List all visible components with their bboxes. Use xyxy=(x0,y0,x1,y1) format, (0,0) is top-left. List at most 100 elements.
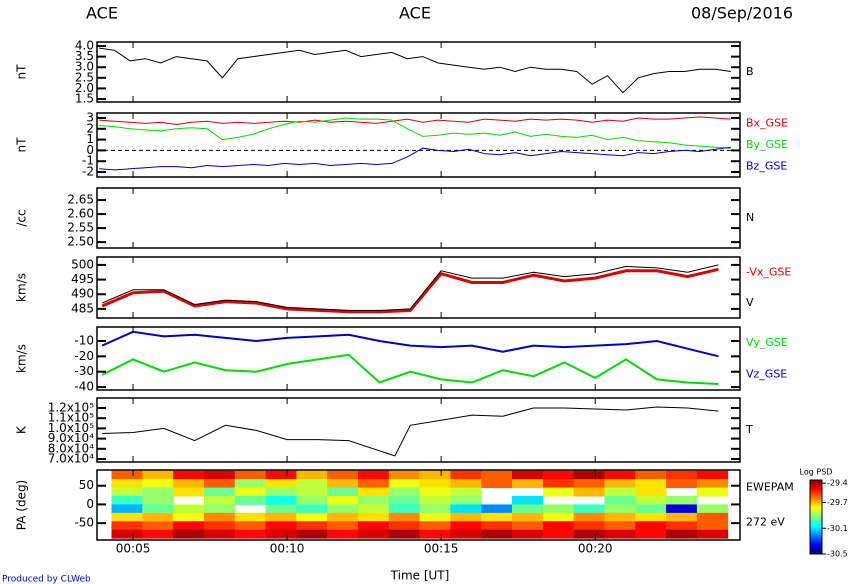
heatmap-cell xyxy=(111,521,143,531)
heatmap-cell xyxy=(450,529,482,539)
panel-frame xyxy=(96,187,741,249)
heatmap-cell xyxy=(296,504,328,514)
heatmap-cell xyxy=(635,529,667,539)
heatmap-cell xyxy=(696,479,729,489)
heatmap-cell xyxy=(666,512,698,522)
heatmap-cell xyxy=(512,504,544,514)
heatmap-cell xyxy=(203,529,236,539)
heatmap-cell xyxy=(388,470,421,480)
line xyxy=(102,406,719,457)
heatmap-cell xyxy=(203,512,236,522)
header-center: ACE xyxy=(399,4,431,23)
heatmap-cell xyxy=(142,487,174,497)
heatmap-cell xyxy=(573,487,605,497)
colorbar-tick-label: -29.7 xyxy=(827,498,848,507)
heatmap-cell xyxy=(173,529,205,539)
heatmap-cell xyxy=(111,487,143,497)
heatmap-cell xyxy=(388,479,421,489)
heatmap-cell xyxy=(512,470,544,480)
heatmap-cell xyxy=(573,529,605,539)
heatmap-cell xyxy=(173,479,205,489)
heatmap-cell xyxy=(173,512,205,522)
line xyxy=(99,146,731,171)
heatmap-cell xyxy=(419,479,451,489)
heatmap-cell xyxy=(203,487,236,497)
y-tick-label: 50 xyxy=(79,478,94,492)
heatmap-cell xyxy=(142,529,174,539)
heatmap-cell xyxy=(142,470,174,480)
x-tick-label: 00:05 xyxy=(116,542,151,556)
heatmap-cell xyxy=(419,487,451,497)
heatmap-cell xyxy=(142,504,174,514)
heatmap-cell xyxy=(142,521,174,531)
heatmap-cell xyxy=(696,521,729,531)
y-tick-label: 2.50 xyxy=(67,235,94,249)
y-tick-label: 2.65 xyxy=(67,193,94,207)
y-tick-label: -30 xyxy=(74,364,94,378)
heatmap-cell xyxy=(419,521,451,531)
heatmap-cell xyxy=(542,529,575,539)
heatmap-cell xyxy=(327,521,359,531)
heatmap-cell xyxy=(265,512,297,522)
colorbar-tick-label: -30.5 xyxy=(827,550,848,559)
heatmap-cell xyxy=(542,512,575,522)
y-tick-label: 0 xyxy=(86,497,94,511)
heatmap-cell xyxy=(419,529,451,539)
heatmap-cell xyxy=(666,521,698,531)
y-tick-label: 1.0x10⁵ xyxy=(48,421,94,435)
heatmap-cell xyxy=(696,529,729,539)
header-right: 08/Sep/2016 xyxy=(691,4,793,23)
heatmap-cell xyxy=(296,521,328,531)
heatmap-cell xyxy=(604,529,636,539)
y-axis-label: nT xyxy=(15,64,29,80)
legend-entry: N xyxy=(746,211,754,224)
heatmap-cell xyxy=(296,496,328,505)
legend-entry: Bz_GSE xyxy=(746,159,787,172)
heatmap-cell xyxy=(604,470,636,480)
heatmap-cell xyxy=(327,529,359,539)
heatmap-cell xyxy=(512,479,544,489)
y-tick-label: 500 xyxy=(71,257,94,271)
heatmap-cell xyxy=(419,504,451,514)
heatmap-cell xyxy=(542,504,575,514)
y-tick-label: 8.0x10⁴ xyxy=(48,441,94,455)
y-tick-label: 4.0 xyxy=(75,39,94,53)
x-tick-label: 00:20 xyxy=(578,542,613,556)
heatmap-cell xyxy=(111,470,143,480)
y-tick-label: 7.0x10⁴ xyxy=(48,452,94,466)
heatmap-cell xyxy=(296,470,328,480)
line xyxy=(102,264,719,311)
panel-label: EWEPAM xyxy=(746,481,794,494)
heatmap-cell xyxy=(419,496,451,505)
heatmap-cell xyxy=(173,504,205,514)
legend-entry: Vz_GSE xyxy=(746,367,787,380)
y-tick-label: 2.5 xyxy=(75,70,94,84)
heatmap-cell xyxy=(327,496,359,505)
heatmap-cell xyxy=(203,521,236,531)
y-tick-label: 1.5 xyxy=(75,92,94,106)
heatmap-cell xyxy=(604,521,636,531)
heatmap-cell xyxy=(111,504,143,514)
heatmap-cell xyxy=(173,470,205,480)
y-tick-label: 1.1x10⁵ xyxy=(48,411,94,425)
heatmap-cell xyxy=(512,512,544,522)
heatmap-cell xyxy=(234,496,267,505)
heatmap-cell xyxy=(142,479,174,489)
heatmap-cell xyxy=(265,521,297,531)
y-tick-label: -40 xyxy=(74,380,94,394)
legend-entry: T xyxy=(745,423,753,436)
heatmap-cell xyxy=(357,487,390,497)
legend-entry: V xyxy=(746,296,754,309)
heatmap-cell xyxy=(111,496,143,505)
heatmap-cell xyxy=(111,512,143,522)
heatmap-cell xyxy=(604,496,636,505)
heatmap-cell xyxy=(573,521,605,531)
heatmap-cell xyxy=(388,496,421,505)
colorbar-title: Log PSD xyxy=(800,468,833,477)
heatmap-cell xyxy=(234,487,267,497)
y-axis-label: K xyxy=(15,425,29,434)
heatmap-cell xyxy=(481,529,513,539)
heatmap-cell xyxy=(173,521,205,531)
heatmap-cell xyxy=(696,470,729,480)
y-tick-label: -2 xyxy=(82,165,94,179)
